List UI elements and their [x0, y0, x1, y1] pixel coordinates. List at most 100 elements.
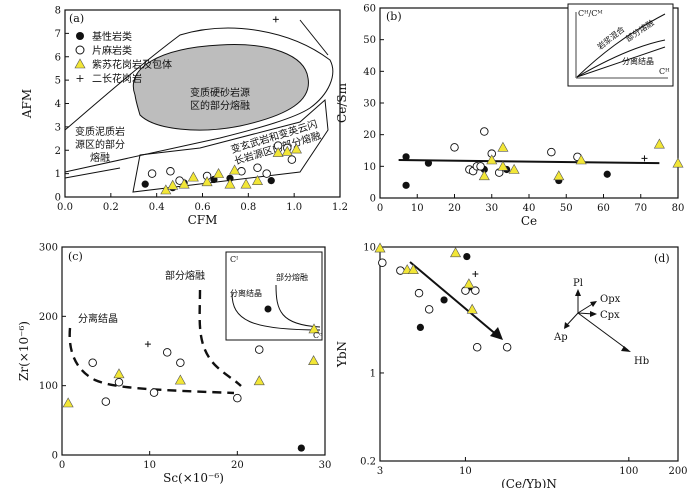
vector-opx: [577, 302, 595, 314]
point-basic: [141, 180, 149, 188]
inset-c-melting-curve: [275, 284, 321, 328]
point-basic: [226, 174, 234, 182]
x-tick-label: 0: [377, 203, 383, 214]
point-basic: [463, 252, 471, 261]
y-tick-label: 4: [55, 99, 61, 110]
point-charnockite: [486, 154, 498, 165]
point-charnockite: [497, 160, 509, 171]
point-gneiss: [147, 169, 157, 178]
x-tick-label: 40: [523, 203, 536, 214]
x-tick-label: 0.2: [103, 202, 119, 213]
legend-label-3: 二长花岗岩: [92, 72, 142, 85]
panel-label-d: (d): [654, 252, 670, 265]
point-basic: [267, 177, 275, 185]
point-gneiss: [233, 393, 242, 403]
inset-c-label-crystallization: 分离结晶: [230, 288, 262, 298]
mineral-vectors: Pl Opx Cpx Ap Hb: [553, 278, 649, 367]
point-charnockite: [281, 145, 293, 156]
point-charnockite: [450, 247, 462, 258]
inset-b-xlabel: Cᴴ: [659, 67, 670, 76]
point-charnockite: [240, 178, 252, 189]
field-label-metapelite: 变质泥质岩源区的部分熔融: [75, 125, 125, 164]
y-axis-label: YbN: [335, 341, 349, 368]
field-label-metagreywacke: 变质硬砂岩源区的部分熔融: [190, 86, 250, 112]
vector-label-cpx: Cpx: [600, 310, 620, 321]
x-tick-label: 80: [672, 203, 685, 214]
point-gneiss: [149, 388, 159, 397]
x-axis-label: (Ce/Yb)N: [501, 477, 557, 488]
point-charnockite: [272, 146, 284, 157]
x-tick-label: 1.2: [332, 202, 348, 213]
point-charnockite: [113, 368, 125, 379]
point-gneiss: [471, 286, 480, 295]
point-charnockite: [508, 163, 520, 174]
point-gneiss: [88, 358, 97, 368]
point-gneiss: [166, 167, 175, 176]
x-tick-label: 200: [668, 466, 687, 477]
metagreywacke-field: [132, 44, 309, 131]
point-gneiss: [253, 163, 262, 173]
point-charnockite: [62, 397, 74, 408]
point-charnockite: [229, 164, 241, 175]
panel-a-points: [141, 16, 302, 195]
y-tick-label: 0: [55, 193, 61, 204]
panel-b-axes: 0 10 20 30 40 50 60 70 80 0 10 20 30 40 50 60 Ce Ce/Sm: [335, 4, 684, 229]
trend-arrow: [409, 261, 499, 337]
y-tick-label: 0.2: [360, 457, 376, 468]
point-gneiss: [476, 162, 485, 171]
y-tick-label: 5: [55, 76, 61, 87]
panel-a-axes: 0.0 0.2 0.4 0.6 0.8 1.0 1.2 0 1 2 3 4 5 6 7 8 CFM AFM: [20, 6, 348, 228]
x-tick-label: 70: [634, 203, 647, 214]
x-tick-label: 0.0: [57, 202, 73, 213]
point-gneiss: [162, 348, 172, 357]
x-tick-label: 3: [377, 466, 383, 477]
y-tick-label: 100: [39, 381, 58, 392]
point-monzogranite: [272, 16, 279, 23]
legend-label-2: 紫苏花岗岩及包体: [92, 58, 172, 71]
point-charnockite: [224, 178, 236, 189]
x-tick-label: 20: [231, 460, 244, 471]
trend-label-melting: 部分熔融: [165, 269, 205, 282]
x-tick-label: 1.0: [286, 202, 302, 213]
y-tick-label: 10: [363, 162, 376, 173]
point-basic: [402, 181, 410, 189]
vector-cpx-head: [590, 311, 597, 317]
panel-b-inset: Cᴴ/Cᴹ Cᴴ 岩浆混合 部分熔融 分离结晶: [567, 3, 674, 87]
point-charnockite: [290, 143, 302, 154]
x-axis-label: CFM: [188, 213, 218, 227]
trend-label-crystallization: 分离结晶: [78, 312, 118, 325]
x-axis-label: Ce: [521, 214, 537, 228]
point-gneiss: [287, 155, 297, 164]
y-tick-label: 0: [52, 451, 58, 462]
vector-label-pl: Pl: [573, 278, 583, 289]
point-gneiss: [547, 147, 556, 157]
vector-label-ap: Ap: [553, 332, 568, 343]
vector-label-opx: Opx: [600, 294, 621, 305]
point-basic: [440, 296, 448, 304]
panel-c-inset: Cᴵ Cᶜ 分离结晶 部分熔融: [225, 251, 323, 341]
legend-marker-basic: [76, 32, 84, 40]
x-tick-label: 0.6: [195, 202, 211, 213]
panel-a-boundary-line-1: [64, 167, 121, 179]
y-axis-label: AFM: [20, 89, 34, 119]
point-basic: [402, 153, 410, 161]
point-charnockite: [251, 175, 264, 185]
inset-c-triangle-marker: [308, 323, 320, 334]
point-charnockite: [553, 170, 565, 181]
point-gneiss: [101, 397, 111, 406]
panel-label-c: (c): [68, 250, 83, 263]
y-tick-label: 60: [363, 4, 376, 15]
inset-c-crystallization-curve: [231, 292, 321, 331]
point-charnockite: [463, 278, 475, 289]
point-charnockite: [187, 171, 199, 182]
point-monzogranite: [144, 341, 151, 348]
x-tick-label: 50: [560, 203, 573, 214]
inset-b-crystallization-line: [576, 46, 666, 78]
inset-c-label-melting: 部分熔融: [276, 272, 308, 282]
vector-hb: [577, 312, 629, 351]
panel-d: Pl Opx Cpx Ap Hb (d) 3 10 100 200 0.2 1 10 (Ce/…: [335, 242, 688, 488]
trend-melting: [198, 289, 242, 387]
point-basic: [297, 444, 305, 452]
point-gneiss: [254, 345, 264, 354]
